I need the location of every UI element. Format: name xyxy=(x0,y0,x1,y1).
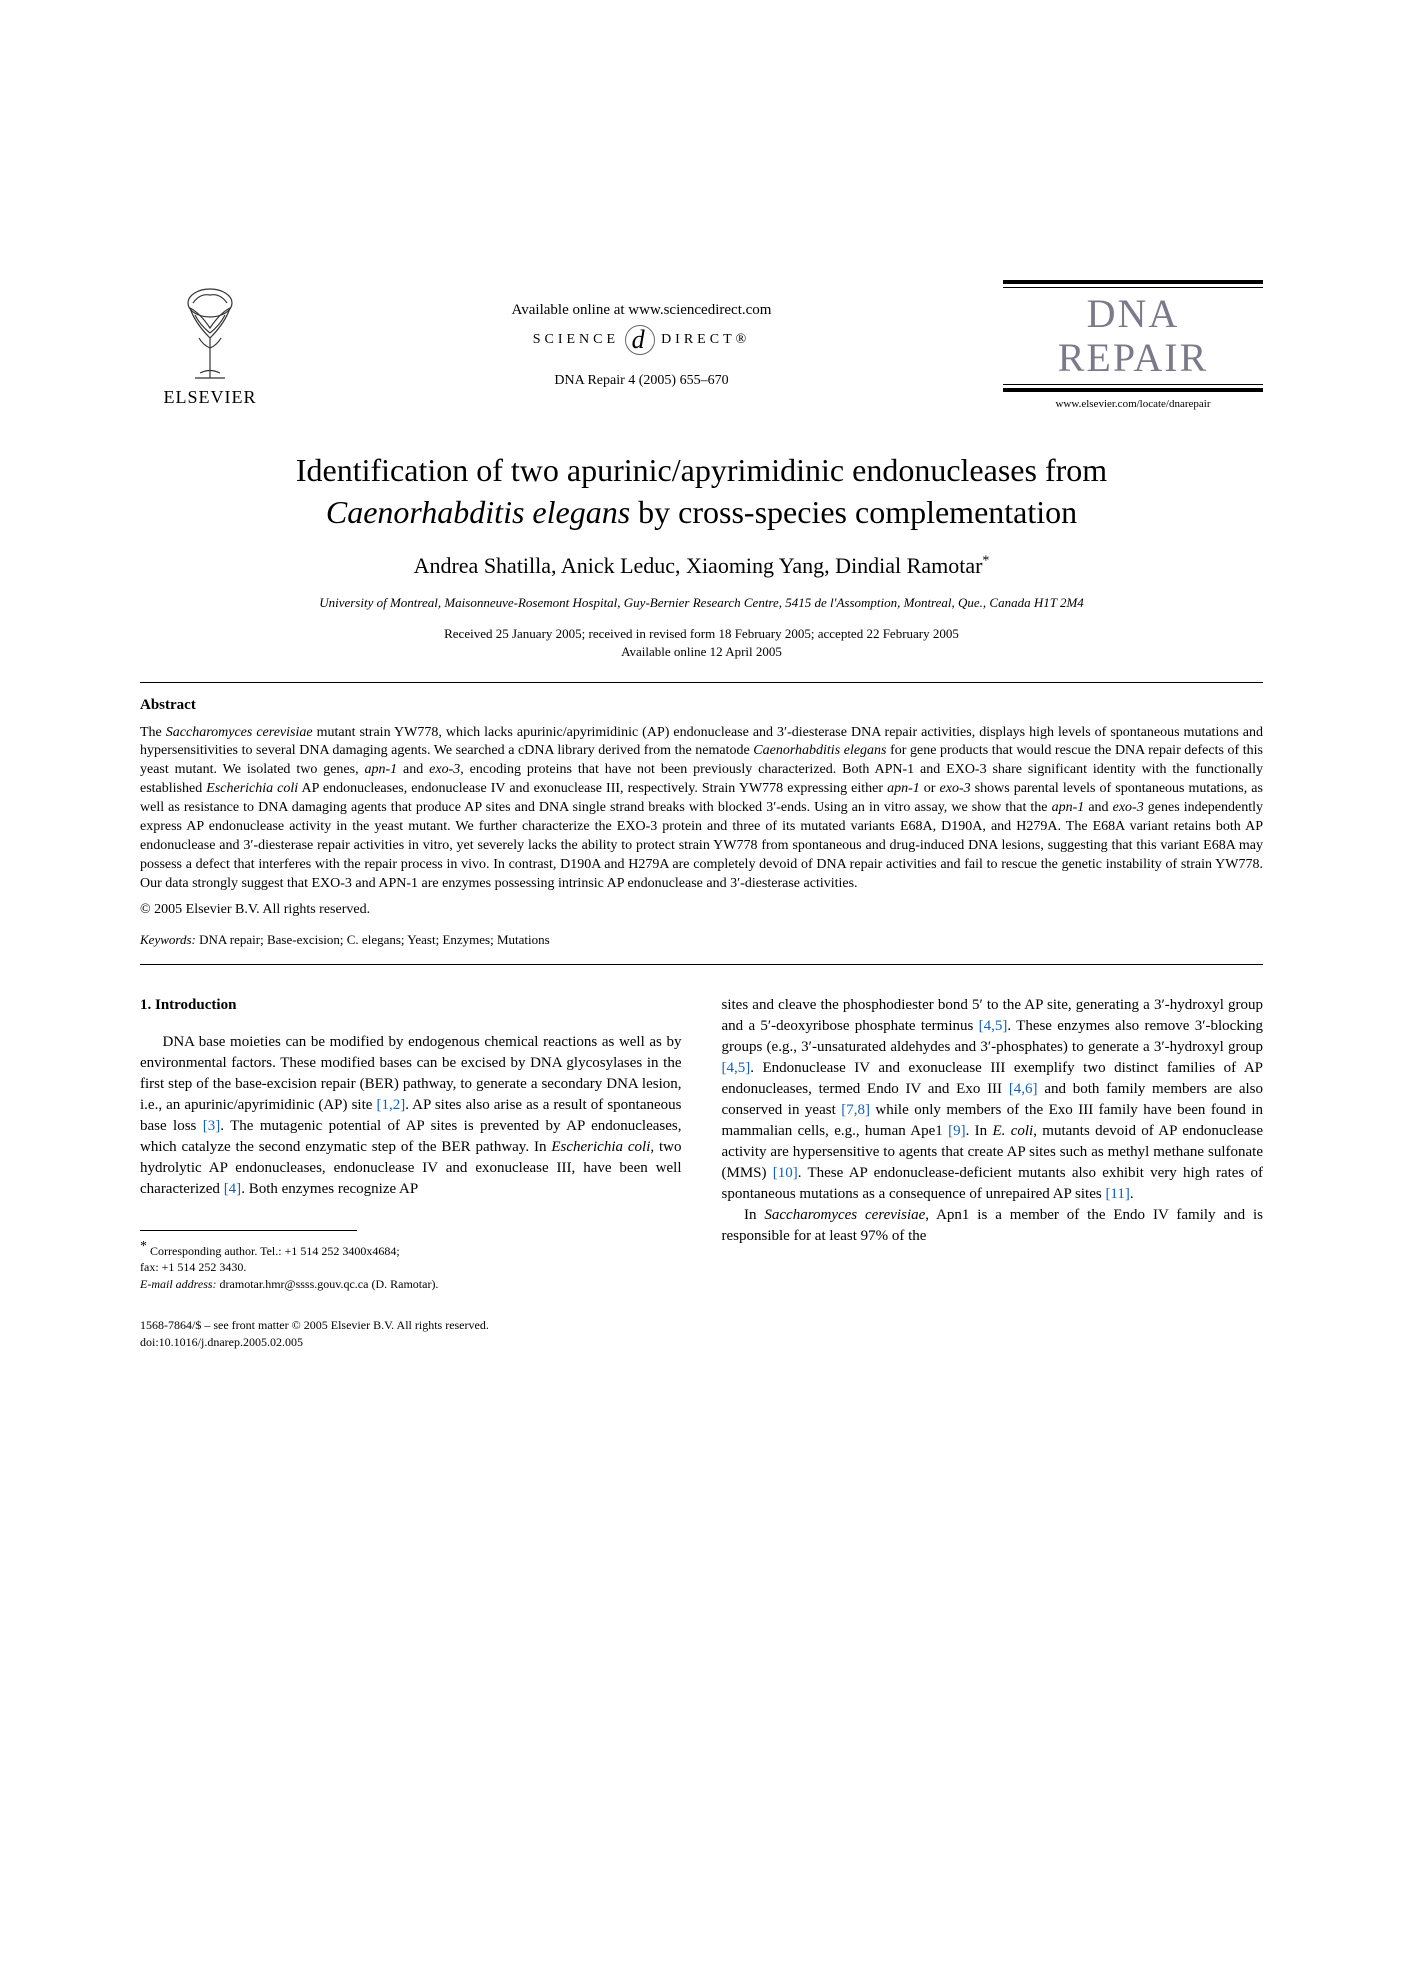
column-right: sites and cleave the phosphodiester bond… xyxy=(722,995,1264,1351)
author-names: Andrea Shatilla, Anick Leduc, Xiaoming Y… xyxy=(414,553,983,578)
rule-before-abstract xyxy=(140,682,1263,683)
footnote-fax: fax: +1 514 252 3430. xyxy=(140,1259,682,1276)
journal-rule-top xyxy=(1003,280,1263,288)
affiliation: University of Montreal, Maisonneuve-Rose… xyxy=(140,595,1263,611)
title-line2-rest: by cross-species complementation xyxy=(630,494,1077,530)
footnotes: * Corresponding author. Tel.: +1 514 252… xyxy=(140,1237,682,1293)
footnote-rule xyxy=(140,1230,357,1231)
footnote-corr: * Corresponding author. Tel.: +1 514 252… xyxy=(140,1237,682,1260)
abstract-copyright: © 2005 Elsevier B.V. All rights reserved… xyxy=(140,902,1263,918)
journal-title-line1: DNA xyxy=(1003,292,1263,336)
dates-line2: Available online 12 April 2005 xyxy=(140,643,1263,661)
title-line1: Identification of two apurinic/apyrimidi… xyxy=(296,452,1107,488)
journal-rule-bottom xyxy=(1003,384,1263,392)
journal-title-block: DNA REPAIR www.elsevier.com/locate/dnare… xyxy=(1003,280,1263,410)
footnote-email: E-mail address: dramotar.hmr@ssss.gouv.q… xyxy=(140,1276,682,1293)
section-1-heading: 1. Introduction xyxy=(140,995,682,1016)
intro-para-col2-1: sites and cleave the phosphodiester bond… xyxy=(722,995,1264,1205)
article-dates: Received 25 January 2005; received in re… xyxy=(140,625,1263,661)
doi-line: doi:10.1016/j.dnarep.2005.02.005 xyxy=(140,1334,682,1351)
journal-title-line2: REPAIR xyxy=(1003,336,1263,380)
body-columns: 1. Introduction DNA base moieties can be… xyxy=(140,995,1263,1351)
publisher-name: ELSEVIER xyxy=(164,387,257,408)
corresponding-author-mark: * xyxy=(982,554,989,569)
sciencedirect-left: SCIENCE xyxy=(533,332,619,348)
title-line2-italic: Caenorhabditis elegans xyxy=(326,494,630,530)
article-title: Identification of two apurinic/apyrimidi… xyxy=(140,450,1263,533)
authors: Andrea Shatilla, Anick Leduc, Xiaoming Y… xyxy=(140,553,1263,579)
header-center: Available online at www.sciencedirect.co… xyxy=(280,302,1003,389)
journal-reference: DNA Repair 4 (2005) 655–670 xyxy=(280,373,1003,389)
column-left: 1. Introduction DNA base moieties can be… xyxy=(140,995,682,1351)
keywords-text: DNA repair; Base-excision; C. elegans; Y… xyxy=(196,932,550,947)
keywords-label: Keywords: xyxy=(140,932,196,947)
abstract-heading: Abstract xyxy=(140,697,1263,714)
journal-url: www.elsevier.com/locate/dnarepair xyxy=(1003,398,1263,410)
elsevier-tree-icon xyxy=(165,283,255,383)
intro-para-col1: DNA base moieties can be modified by end… xyxy=(140,1032,682,1200)
keywords: Keywords: DNA repair; Base-excision; C. … xyxy=(140,932,1263,948)
intro-para-col2-2: In Saccharomyces cerevisiae, Apn1 is a m… xyxy=(722,1205,1264,1247)
rule-after-keywords xyxy=(140,964,1263,965)
publisher-logo-block: ELSEVIER xyxy=(140,283,280,408)
available-online-text: Available online at www.sciencedirect.co… xyxy=(280,302,1003,319)
issn-line: 1568-7864/$ – see front matter © 2005 El… xyxy=(140,1317,682,1334)
bottom-matter: 1568-7864/$ – see front matter © 2005 El… xyxy=(140,1317,682,1351)
header-row: ELSEVIER Available online at www.science… xyxy=(140,280,1263,410)
dates-line1: Received 25 January 2005; received in re… xyxy=(140,625,1263,643)
sciencedirect-alpha-icon: d xyxy=(625,325,655,355)
sciencedirect-logo: SCIENCE d DIRECT® xyxy=(280,325,1003,355)
abstract-body: The Saccharomyces cerevisiae mutant stra… xyxy=(140,724,1263,894)
sciencedirect-right: DIRECT® xyxy=(661,332,750,348)
